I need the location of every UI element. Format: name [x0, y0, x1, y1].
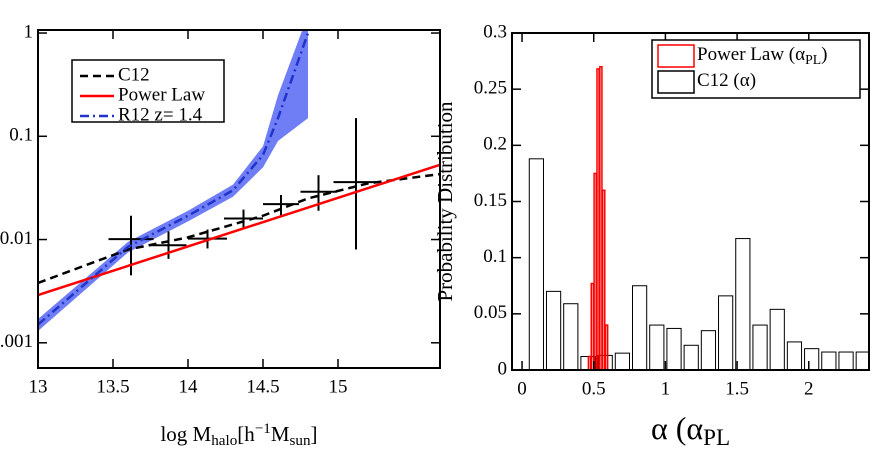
histogram-bar — [838, 351, 854, 370]
histogram-bar — [786, 341, 803, 370]
y-tick-label: 0.01 — [0, 228, 33, 249]
histogram-bar — [528, 158, 544, 370]
line — [38, 172, 440, 285]
y-tick-label: 0.001 — [0, 331, 33, 352]
histogram-bar — [563, 303, 579, 370]
legend-box — [71, 59, 225, 123]
legend-swatch — [657, 44, 695, 68]
label-part: Power Law (α — [697, 44, 805, 65]
x-tick-label: 1 — [661, 378, 671, 399]
x-tick-label: 15 — [329, 376, 348, 397]
histogram-bar — [735, 238, 751, 370]
x-tick-label: 14.5 — [246, 376, 279, 397]
histogram-bar — [593, 172, 597, 370]
y-tick-label: 0.15 — [474, 190, 507, 211]
y-tick-label: 0.25 — [474, 78, 507, 99]
legend-label: R12 z= 1.4 — [118, 104, 203, 125]
histogram-bar — [683, 344, 699, 370]
line — [38, 32, 310, 326]
histogram-bar — [596, 68, 600, 370]
label-part: [h — [237, 422, 255, 446]
y-tick-label: 0.3 — [483, 21, 507, 42]
histogram-bar — [752, 324, 768, 370]
y-axis-label: Probability Distribution — [433, 101, 457, 302]
histogram-bar — [590, 282, 595, 370]
legend-swatch — [657, 70, 695, 94]
histogram-bar — [700, 330, 717, 370]
y-tick-label: 1 — [24, 21, 34, 42]
label-part: ) — [821, 44, 827, 65]
histogram-bar — [632, 285, 648, 370]
x-tick-label: 13.5 — [96, 376, 129, 397]
label-part: PL — [805, 52, 821, 67]
label-part: M — [271, 422, 290, 446]
histogram-bar — [649, 324, 665, 370]
label-part: C12 (α) — [697, 70, 756, 91]
legend-label: Power Law (αPL) — [697, 44, 827, 67]
histogram-bar — [614, 352, 630, 370]
histogram-bar — [545, 290, 562, 370]
label-part: log M — [160, 422, 211, 446]
line — [38, 163, 440, 297]
y-tick-label: 0.2 — [483, 134, 507, 155]
histogram-bar — [769, 308, 785, 370]
x-axis-label: α (αPL — [651, 410, 730, 450]
x-tick-label: 0.5 — [582, 378, 606, 399]
histogram-bar — [855, 351, 869, 370]
legend-label: Power Law — [118, 84, 205, 105]
x-tick-label: 14 — [179, 376, 199, 397]
legend-label: C12 — [118, 64, 150, 85]
y-tick-label: 0.1 — [483, 246, 507, 267]
label-part: sun — [290, 433, 311, 449]
x-tick-label: 13 — [29, 376, 48, 397]
y-tick-label: 0.05 — [474, 302, 507, 323]
histogram-bar — [666, 327, 682, 370]
axes-frame — [37, 29, 441, 369]
histogram-bar — [599, 65, 603, 370]
histogram-bar — [601, 189, 606, 370]
label-part: α (α — [651, 410, 703, 446]
plot-area — [38, 30, 440, 332]
x-tick-label: 1.5 — [725, 378, 749, 399]
x-axis-label: log Mhalo[h−1Msun] — [160, 421, 317, 449]
y-tick-label: 0 — [498, 358, 508, 379]
x-tick-label: 2 — [804, 378, 814, 399]
legend-label: C12 (α) — [697, 70, 756, 91]
label-part: −1 — [255, 421, 271, 437]
histogram-bar — [821, 351, 837, 370]
plot-area — [528, 65, 869, 370]
label-part: PL — [703, 424, 730, 450]
legend-box — [651, 39, 861, 99]
label-part: ] — [311, 422, 318, 446]
band — [38, 30, 308, 332]
y-tick-label: 0.1 — [9, 125, 33, 146]
label-part: halo — [211, 433, 237, 449]
x-tick-label: 0 — [517, 378, 527, 399]
histogram-bar — [587, 355, 592, 370]
histogram-bar — [718, 295, 734, 370]
histogram-bar — [604, 324, 609, 370]
histogram-bar — [804, 348, 820, 370]
